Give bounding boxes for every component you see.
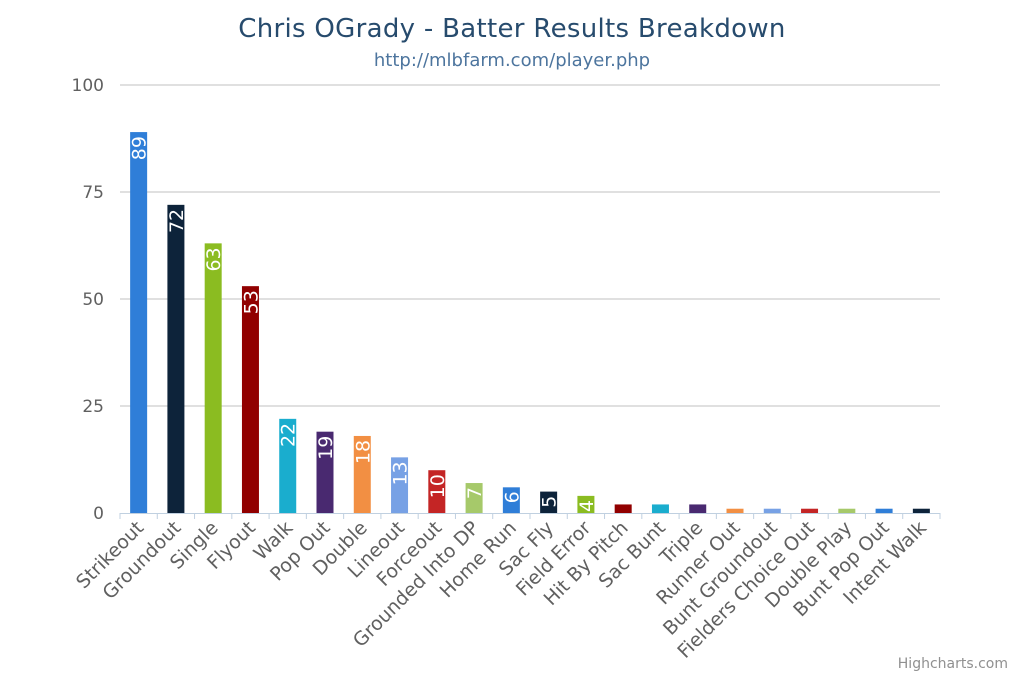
bar[interactable]	[801, 508, 819, 513]
chart-subtitle[interactable]: http://mlbfarm.com/player.php	[373, 50, 651, 71]
bar[interactable]	[391, 457, 409, 513]
bars	[130, 132, 930, 514]
bar[interactable]	[130, 132, 148, 513]
bar[interactable]	[279, 418, 297, 513]
chart-title: Chris OGrady - Batter Results Breakdown	[238, 14, 786, 44]
bar[interactable]	[875, 508, 893, 513]
data-label: 4	[576, 500, 598, 512]
data-label: 19	[315, 436, 337, 460]
bar[interactable]	[241, 286, 259, 513]
bar[interactable]	[167, 204, 185, 513]
data-label: 5	[539, 496, 561, 508]
data-label: 18	[352, 440, 374, 464]
bar[interactable]	[763, 508, 781, 513]
bar[interactable]	[465, 483, 483, 513]
data-label: 7	[464, 487, 486, 499]
y-tick-label: 0	[93, 504, 104, 524]
y-tick-label: 25	[82, 397, 104, 417]
y-tick-label: 75	[82, 183, 104, 203]
data-label: 10	[427, 474, 449, 498]
credits-link[interactable]: Highcharts.com	[897, 656, 1008, 672]
bar[interactable]	[838, 508, 856, 513]
data-label: 63	[203, 247, 225, 271]
bar[interactable]	[540, 491, 558, 513]
bar[interactable]	[353, 435, 371, 513]
bar[interactable]	[726, 508, 744, 513]
bar[interactable]	[577, 495, 595, 513]
bar[interactable]	[651, 504, 669, 513]
data-label: 89	[129, 136, 151, 160]
bar[interactable]	[689, 504, 707, 513]
bar[interactable]	[316, 431, 334, 513]
data-label: 72	[166, 209, 188, 233]
data-label: 6	[501, 491, 523, 503]
data-labels: 89 72 63 53 22 19 18 13 10 7 6 5 4	[129, 136, 598, 512]
bar[interactable]	[912, 508, 930, 513]
bar[interactable]	[614, 504, 632, 513]
y-tick-label: 100	[72, 76, 104, 96]
bar[interactable]	[502, 487, 520, 513]
bar[interactable]	[204, 243, 222, 514]
y-tick-label: 50	[82, 290, 104, 310]
data-label: 13	[390, 461, 412, 485]
data-label: 22	[278, 423, 300, 447]
data-label: 53	[240, 290, 262, 314]
bar[interactable]	[428, 470, 446, 513]
y-axis: 0 25 50 75 100	[72, 76, 104, 524]
